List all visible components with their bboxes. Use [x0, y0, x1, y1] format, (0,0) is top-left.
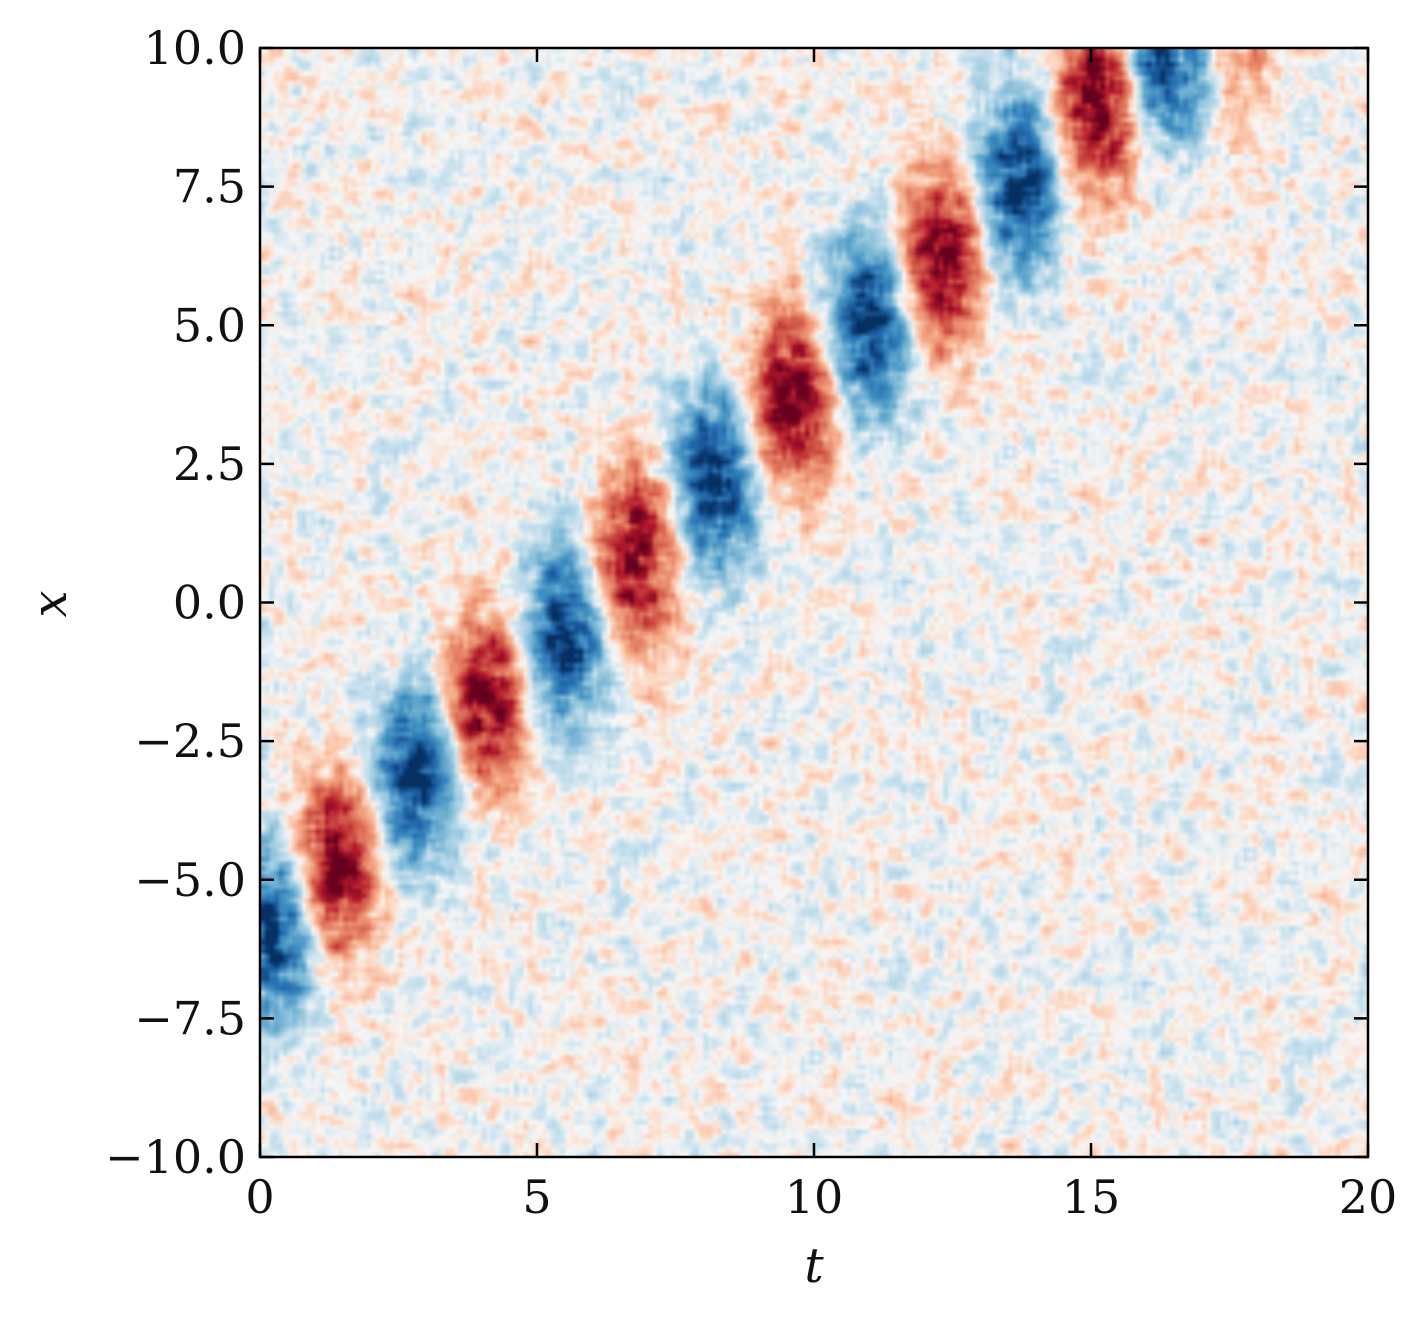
y-tick-label: −2.5	[134, 714, 246, 768]
x-axis-label: t	[804, 1238, 824, 1294]
plot-area	[260, 48, 1368, 1157]
x-axis-ticks: 0 5 10 15 20	[245, 48, 1397, 1224]
y-tick-label: 10.0	[144, 21, 246, 75]
y-tick-label: 7.5	[173, 160, 246, 214]
y-tick-label: 0.0	[173, 576, 246, 630]
x-tick-label: 10	[785, 1170, 844, 1224]
x-tick-label: 5	[522, 1170, 551, 1224]
y-axis-ticks: −10.0 −7.5 −5.0 −2.5 0.0 2.5 5.0 7.5 10.0	[105, 21, 1368, 1184]
x-tick-label: 20	[1339, 1170, 1398, 1224]
x-tick-label: 0	[245, 1170, 274, 1224]
y-tick-label: −10.0	[105, 1130, 246, 1184]
heatmap-field	[260, 48, 1368, 1157]
y-axis-label: x	[22, 590, 78, 617]
x-tick-label: 15	[1062, 1170, 1121, 1224]
y-tick-label: 5.0	[173, 298, 246, 352]
y-tick-label: −7.5	[134, 991, 246, 1045]
y-tick-label: −5.0	[134, 853, 246, 907]
y-tick-label: 2.5	[173, 437, 246, 491]
